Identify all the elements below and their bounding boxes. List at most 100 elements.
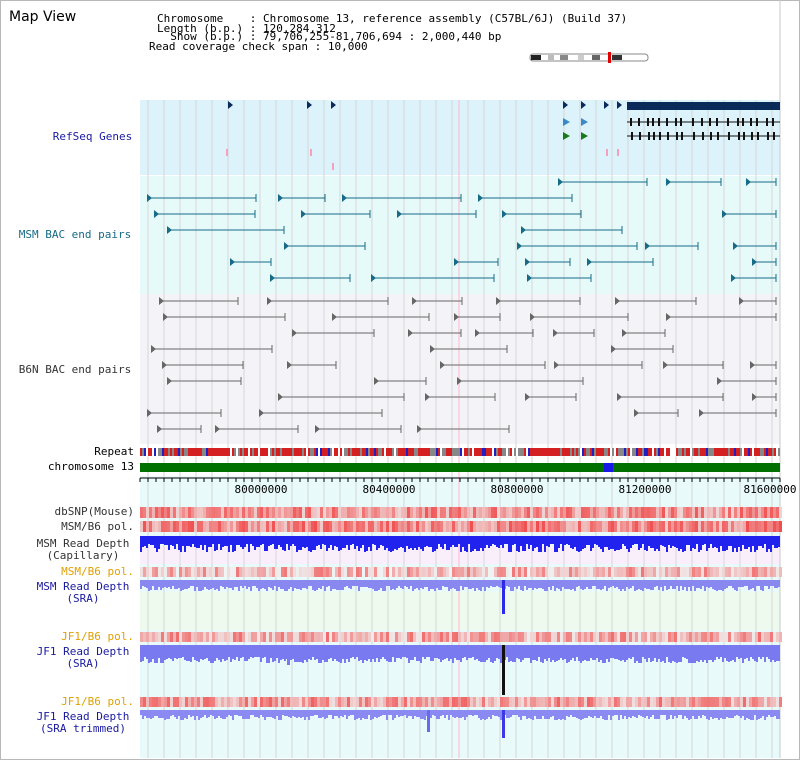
polymorphism-cell [524,521,527,532]
read-depth-bar [400,710,402,716]
bac-end-arrow [454,313,459,321]
read-depth-bar [196,580,198,587]
polymorphism-cell [512,567,515,577]
bac-end-arrow [147,194,152,202]
polymorphism-cell [359,521,362,532]
polymorphism-cell [452,697,455,707]
read-depth-bar [200,710,202,718]
read-depth-bar [300,536,302,550]
read-depth-bar [454,580,456,589]
read-depth-bar [142,710,144,719]
polymorphism-cell [383,567,386,577]
polymorphism-cell [398,567,401,577]
polymorphism-cell [377,697,380,707]
read-depth-bar [412,710,414,719]
read-depth-bar [230,536,232,545]
repeat-cell [418,448,420,456]
read-depth-bar [546,580,548,591]
polymorphism-cell [623,521,626,532]
read-depth-bar [196,645,198,661]
polymorphism-cell [743,507,746,518]
read-depth-bar [720,580,722,590]
read-depth-bar [352,645,354,657]
polymorphism-cell [311,632,314,642]
read-depth-bar [236,536,238,545]
track-label-jf1-depth-trimmed: JF1 Read Depth (SRA trimmed) [28,711,138,735]
repeat-cell [486,448,488,456]
track-label-refseq-genes[interactable]: RefSeq Genes [52,130,133,143]
polymorphism-cell [725,521,728,532]
read-depth-bar [328,536,330,548]
repeat-cell [668,448,670,456]
polymorphism-cell [671,632,674,642]
polymorphism-cell [680,521,683,532]
polymorphism-cell [755,632,758,642]
polymorphism-cell [653,697,656,707]
bac-end-arrow [645,242,650,250]
read-depth-bar [480,580,482,591]
polymorphism-cell [284,632,287,642]
read-depth-bar [632,580,634,586]
read-depth-bar [160,645,162,663]
repeat-cell [592,448,594,456]
polymorphism-cell [272,507,275,518]
read-depth-bar [596,580,598,589]
read-depth-bar [268,536,270,546]
read-depth-bar [762,580,764,591]
read-depth-bar [526,536,528,544]
read-depth-bar [238,580,240,591]
read-depth-bar [682,645,684,657]
polymorphism-cell [542,567,545,577]
polymorphism-cell [647,567,650,577]
polymorphism-cell [752,521,755,532]
polymorphism-cell [734,632,737,642]
polymorphism-cell [569,697,572,707]
read-depth-bar [708,536,710,548]
read-depth-bar [582,580,584,590]
polymorphism-cell [599,567,602,577]
track-label-b6n-bac[interactable]: B6N BAC end pairs [18,363,132,376]
polymorphism-cell [233,567,236,577]
polymorphism-cell [236,567,239,577]
repeat-cell [216,448,218,456]
polymorphism-cell [533,697,536,707]
polymorphism-cell [332,697,335,707]
polymorphism-cell [593,632,596,642]
read-depth-bar [642,536,644,544]
polymorphism-cell [707,507,710,518]
read-depth-bar [526,710,528,719]
polymorphism-cell [197,567,200,577]
polymorphism-cell [647,632,650,642]
exon [647,118,649,126]
info-show: Show (b.p.) : 79,706,255-81,706,694 : 2,… [157,30,502,43]
track-label-msm-bac[interactable]: MSM BAC end pairs [18,228,132,241]
read-depth-bar [628,580,630,589]
polymorphism-cell [455,697,458,707]
read-depth-bar [746,710,748,718]
repeat-cell [626,448,628,456]
polymorphism-cell [491,632,494,642]
read-depth-bar [644,710,646,718]
repeat-cell [642,448,644,456]
repeat-cell [742,448,744,456]
read-depth-bar [614,710,616,715]
read-depth-bar [720,536,722,546]
read-depth-bar [170,580,172,589]
read-depth-bar [552,710,554,716]
read-depth-bar [698,710,700,716]
polymorphism-cell [245,567,248,577]
read-depth-bar [260,645,262,662]
read-depth-bar [568,536,570,545]
read-depth-bar [644,536,646,550]
polymorphism-cell [326,632,329,642]
polymorphism-cell [263,521,266,532]
read-depth-bar [428,580,430,591]
gene-mark [606,149,608,156]
read-depth-bar [602,710,604,719]
read-depth-bar [690,536,692,551]
bac-end-arrow [611,345,616,353]
read-depth-bar [522,710,524,716]
read-depth-bar [468,580,470,589]
read-depth-bar [486,645,488,660]
read-depth-bar [412,645,414,660]
